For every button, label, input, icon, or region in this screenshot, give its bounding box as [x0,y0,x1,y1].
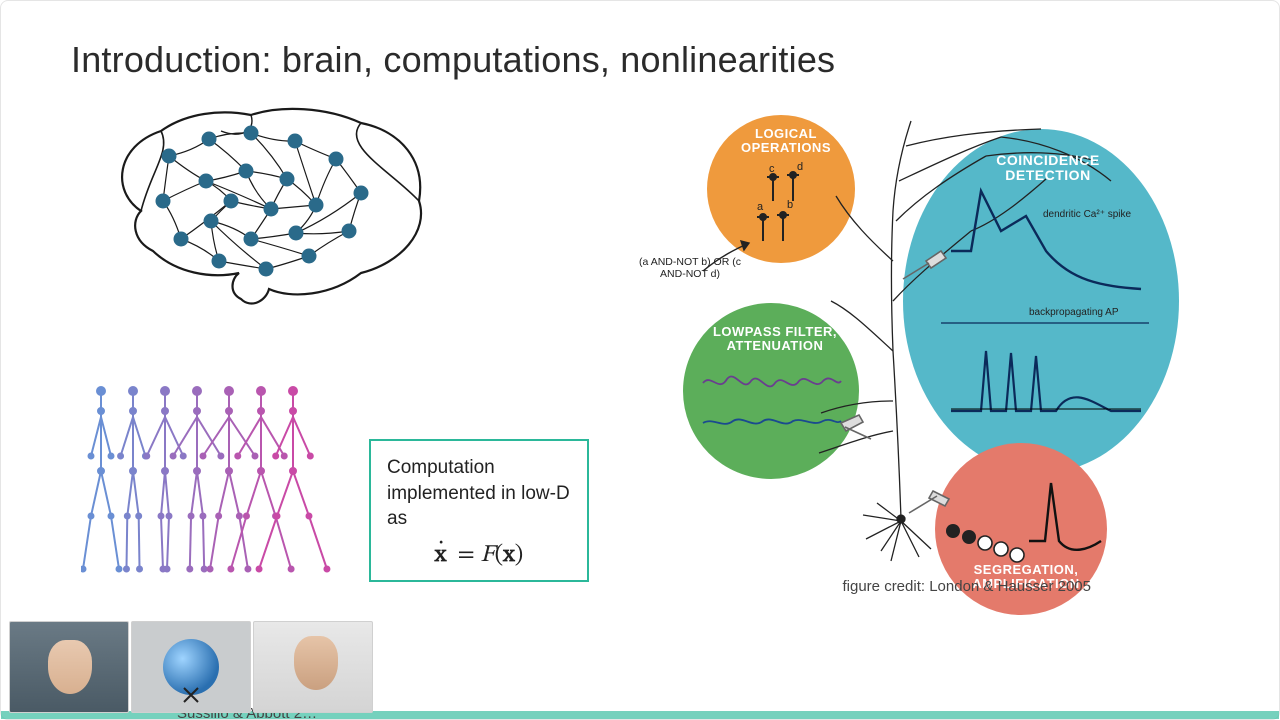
video-thumbnails [9,621,373,713]
computation-box: Computation implemented in low-D as x · … [369,439,589,582]
video-thumb-2[interactable] [131,621,251,713]
brain-svg [91,101,451,311]
computation-text: Computation implemented in low-D as [387,455,571,532]
logical-c: c [769,163,775,175]
logical-b: b [787,199,793,211]
computation-equation: x · = F(x) [387,540,571,570]
brain-network-figure [91,101,451,311]
dendrite-svg [641,101,1231,641]
coincidence-sub2: backpropagating AP [1029,307,1119,318]
slide-title: Introduction: brain, computations, nonli… [71,39,835,81]
slide: Introduction: brain, computations, nonli… [0,0,1280,720]
logical-formula: (a AND-NOT b) OR (c AND-NOT d) [635,257,745,280]
credit-right: figure credit: London & Hausser 2005 [843,578,1092,595]
right-column: LOGICAL OPERATIONS c d a b (a AND-NOT b)… [641,101,1231,661]
network-nodes [156,126,369,277]
dendrite-diagram: LOGICAL OPERATIONS c d a b (a AND-NOT b)… [641,101,1231,641]
walkers-svg [81,361,381,591]
walking-figures [81,361,381,591]
logical-d: d [797,161,803,173]
logical-label: LOGICAL OPERATIONS [741,127,831,156]
video-thumb-1[interactable] [9,621,129,713]
lowpass-label: LOWPASS FILTER, ATTENUATION [705,325,845,354]
logical-a: a [757,201,763,213]
left-column: Computation implemented in low-D as x · … [81,101,601,661]
utensils-icon [180,684,202,706]
coincidence-label: COINCIDENCE DETECTION [983,153,1113,184]
coincidence-sub1: dendritic Ca²⁺ spike [1043,209,1131,220]
video-thumb-3[interactable] [253,621,373,713]
